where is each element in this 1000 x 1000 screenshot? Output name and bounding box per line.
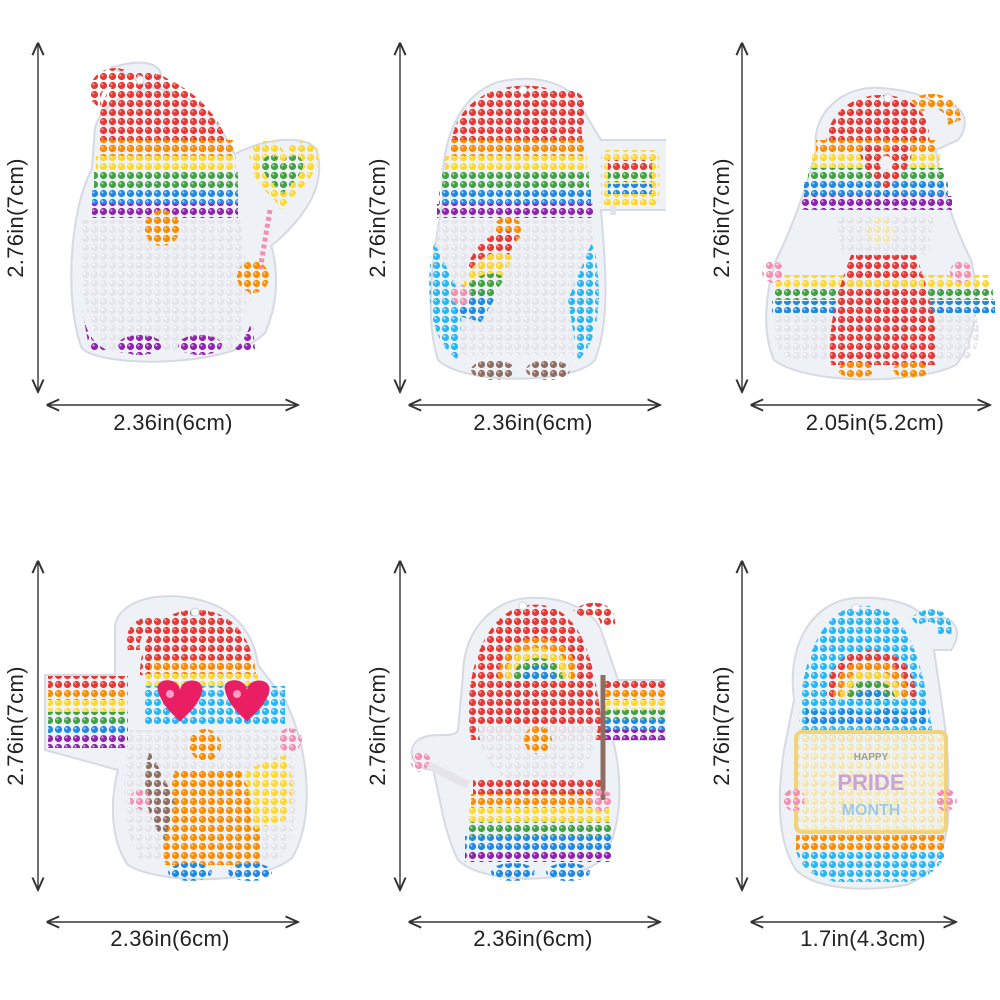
height-dimension-label: 2.76in(7cm) bbox=[709, 158, 734, 278]
gnome-red-dress-image bbox=[666, 0, 995, 500]
sign-text-line2: PRIDE bbox=[837, 770, 904, 795]
sign-text-line3: MONTH bbox=[842, 802, 901, 819]
height-dimension-label: 2.76in(7cm) bbox=[709, 666, 734, 786]
product-cell-6: HAPPY PRIDE MONTH 2.76in(7cm) 1.7in(4.3c… bbox=[666, 500, 999, 1000]
gnome-heart-glasses-image bbox=[0, 500, 308, 1000]
gnome-rainbow-flag-image bbox=[333, 500, 666, 1000]
height-dimension-label: 2.76in(7cm) bbox=[3, 666, 28, 786]
width-dimension-label: 2.36in(6cm) bbox=[473, 926, 593, 951]
width-dimension-label: 1.7in(4.3cm) bbox=[800, 926, 926, 951]
width-dimension-label: 2.36in(6cm) bbox=[473, 410, 593, 435]
product-cell-5: 2.76in(7cm) 2.36in(6cm) bbox=[333, 500, 666, 1000]
width-dimension-label: 2.36in(6cm) bbox=[110, 926, 230, 951]
product-cell-4: 2.76in(7cm) 2.36in(6cm) bbox=[0, 500, 333, 1000]
gnome-flag-sign-image bbox=[333, 0, 666, 500]
product-cell-3: 2.76in(7cm) 2.05in(5.2cm) bbox=[666, 0, 999, 500]
height-dimension-label: 2.76in(7cm) bbox=[365, 158, 390, 278]
gnome-pride-sign-image: HAPPY PRIDE MONTH bbox=[666, 500, 958, 1000]
width-dimension-label: 2.36in(6cm) bbox=[113, 410, 233, 435]
height-dimension-label: 2.76in(7cm) bbox=[365, 666, 390, 786]
product-cell-1: 2.76in(7cm) 2.36in(6cm) bbox=[0, 0, 333, 500]
sign-text-line1: HAPPY bbox=[854, 752, 889, 763]
width-dimension-label: 2.05in(5.2cm) bbox=[805, 410, 945, 435]
product-cell-2: 2.76in(7cm) 2.36in(6cm) bbox=[333, 0, 666, 500]
gnome-heart-balloon-image bbox=[0, 0, 321, 500]
height-dimension-label: 2.76in(7cm) bbox=[3, 158, 28, 278]
